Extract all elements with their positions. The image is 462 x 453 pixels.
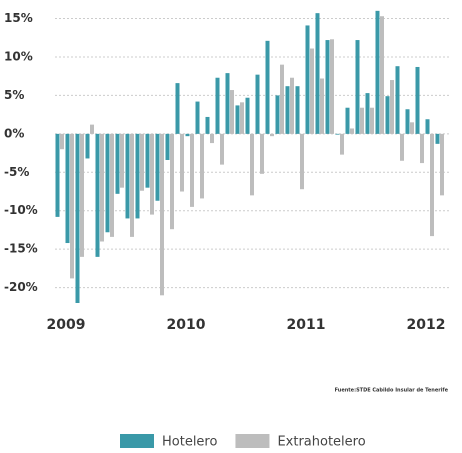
bar — [105, 133, 110, 233]
bar — [430, 133, 434, 237]
bar — [175, 83, 180, 134]
bar — [270, 133, 274, 137]
bar — [385, 96, 390, 134]
bar — [345, 107, 350, 134]
x-tick-label: 2011 — [287, 317, 326, 333]
bar — [145, 133, 150, 188]
bar — [310, 48, 314, 134]
bar — [85, 133, 90, 159]
bar — [355, 40, 360, 134]
bar — [180, 133, 184, 192]
bar — [290, 77, 294, 134]
x-tick-label: 2009 — [47, 317, 86, 333]
bar — [280, 64, 284, 134]
bar — [195, 101, 200, 134]
bar — [365, 93, 370, 134]
bar — [295, 86, 300, 134]
bar — [155, 133, 160, 201]
y-tick-label: -5% — [4, 165, 29, 179]
bar — [235, 105, 240, 134]
bar — [275, 95, 280, 134]
x-tick-label: 2010 — [167, 317, 206, 333]
bar — [250, 133, 254, 196]
bar — [200, 133, 204, 199]
bar — [165, 133, 170, 160]
bar — [135, 133, 140, 219]
bar — [130, 133, 134, 237]
y-tick-label: 0% — [4, 126, 24, 140]
bar — [415, 66, 420, 134]
y-tick-label: 5% — [4, 88, 24, 102]
y-tick-label: -10% — [4, 203, 38, 217]
bar — [125, 133, 130, 219]
bar — [405, 109, 410, 134]
bar — [330, 39, 334, 134]
bar — [225, 73, 230, 134]
bar — [320, 78, 324, 134]
bar — [305, 25, 310, 134]
bar — [260, 133, 264, 174]
bar — [215, 77, 220, 134]
bar — [150, 133, 154, 215]
bar — [440, 133, 444, 196]
bar — [375, 10, 380, 134]
bar — [380, 16, 384, 134]
bar — [245, 97, 250, 134]
bar — [255, 74, 260, 134]
bar — [350, 128, 354, 134]
bar — [210, 133, 214, 144]
bar — [190, 133, 194, 207]
y-tick-label: 10% — [4, 49, 33, 63]
bar — [140, 133, 144, 191]
bar — [60, 133, 64, 150]
bar — [265, 40, 270, 134]
bar — [240, 102, 244, 134]
bar — [300, 133, 304, 190]
bar — [435, 133, 440, 144]
bar — [205, 116, 210, 134]
bar — [170, 133, 174, 230]
bar — [70, 133, 74, 279]
bar — [325, 40, 330, 134]
legend-swatch — [235, 434, 270, 448]
y-tick-label: 15% — [4, 11, 33, 25]
y-tick-label: -20% — [4, 280, 38, 294]
bar — [230, 90, 234, 134]
bar — [55, 133, 60, 217]
legend-swatch — [120, 434, 154, 448]
bar — [185, 133, 190, 137]
bar — [390, 80, 394, 134]
bar — [100, 133, 104, 242]
bar — [285, 86, 290, 134]
bar — [80, 133, 84, 257]
bar — [115, 133, 120, 194]
bar — [410, 122, 414, 134]
bar — [65, 133, 70, 244]
bar — [160, 133, 164, 296]
bar — [420, 133, 424, 164]
x-tick-label: 2012 — [407, 317, 446, 333]
bar — [395, 66, 400, 134]
bar — [335, 133, 340, 135]
bar — [90, 124, 94, 134]
bar — [360, 107, 364, 134]
bar — [120, 133, 124, 188]
bar — [400, 133, 404, 161]
bar — [110, 133, 114, 237]
bar — [315, 13, 320, 134]
bar — [370, 107, 374, 134]
legend-label: Extrahotelero — [277, 435, 365, 450]
y-tick-label: -15% — [4, 242, 38, 256]
bar — [75, 133, 80, 303]
legend-label: Hotelero — [162, 435, 217, 450]
bar — [340, 133, 344, 155]
bar — [95, 133, 100, 257]
bar — [220, 133, 224, 165]
bar — [425, 119, 430, 134]
source-note: Fuente:STDE Cabildo Insular de Tenerife — [335, 388, 449, 394]
